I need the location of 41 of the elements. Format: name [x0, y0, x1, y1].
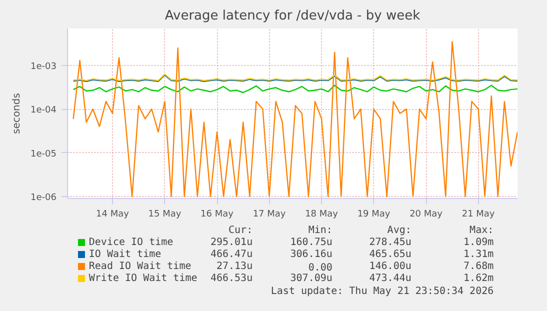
- text: Min:: [308, 225, 332, 236]
- text: 146.00u: [369, 261, 412, 272]
- text: 466.47u: [210, 249, 253, 260]
- y-tick-label: 1e-03: [30, 62, 57, 72]
- x-tick-label: 20 May: [410, 210, 444, 220]
- text: 27.13u: [216, 261, 253, 272]
- x-tick-label: 18 May: [305, 210, 339, 220]
- y-tick-label: 1e-05: [30, 149, 57, 160]
- legend-label: Device IO time: [88, 237, 174, 248]
- text: Max:: [470, 225, 494, 236]
- text: 465.65u: [369, 249, 412, 260]
- x-tick-label: 14 May: [96, 210, 130, 220]
- y-axis-title: seconds: [12, 93, 23, 134]
- line-series: [72, 84, 518, 94]
- text: 7.68m: [464, 261, 494, 272]
- legend-label: IO Wait time: [88, 249, 162, 260]
- text: 1.31m: [464, 249, 494, 260]
- text: Cur:: [228, 225, 253, 236]
- text: 1.09m: [464, 237, 494, 248]
- text: 307.09u: [290, 273, 332, 284]
- x-tick-label: 17 May: [252, 210, 286, 220]
- text: 295.01u: [210, 237, 253, 248]
- x-tick-label: 21 May: [462, 210, 496, 220]
- text: 278.45u: [369, 237, 412, 248]
- text: 473.44u: [369, 273, 412, 284]
- y-tick-label: 1e-06: [30, 193, 57, 203]
- text: 160.75u: [290, 237, 332, 248]
- text: 1.62m: [464, 273, 494, 284]
- legend-label: Read IO Wait time: [88, 261, 192, 272]
- x-tick-label: 19 May: [357, 210, 391, 220]
- x-tick-label: 15 May: [148, 210, 182, 220]
- line-series: [72, 41, 518, 198]
- y-tick-label: 1e-04: [30, 106, 57, 116]
- text: Last update: Thu May 21 23:50:34 2026: [270, 286, 494, 297]
- text: 306.16u: [290, 249, 332, 260]
- legend-label: Write IO Wait time: [88, 273, 198, 284]
- x-tick-label: 16 May: [200, 210, 234, 220]
- text: 0.00: [308, 262, 332, 274]
- text: Avg:: [387, 225, 412, 236]
- text: 466.53u: [210, 273, 253, 284]
- chart-title: Average latency for /dev/vda - by week: [164, 8, 421, 24]
